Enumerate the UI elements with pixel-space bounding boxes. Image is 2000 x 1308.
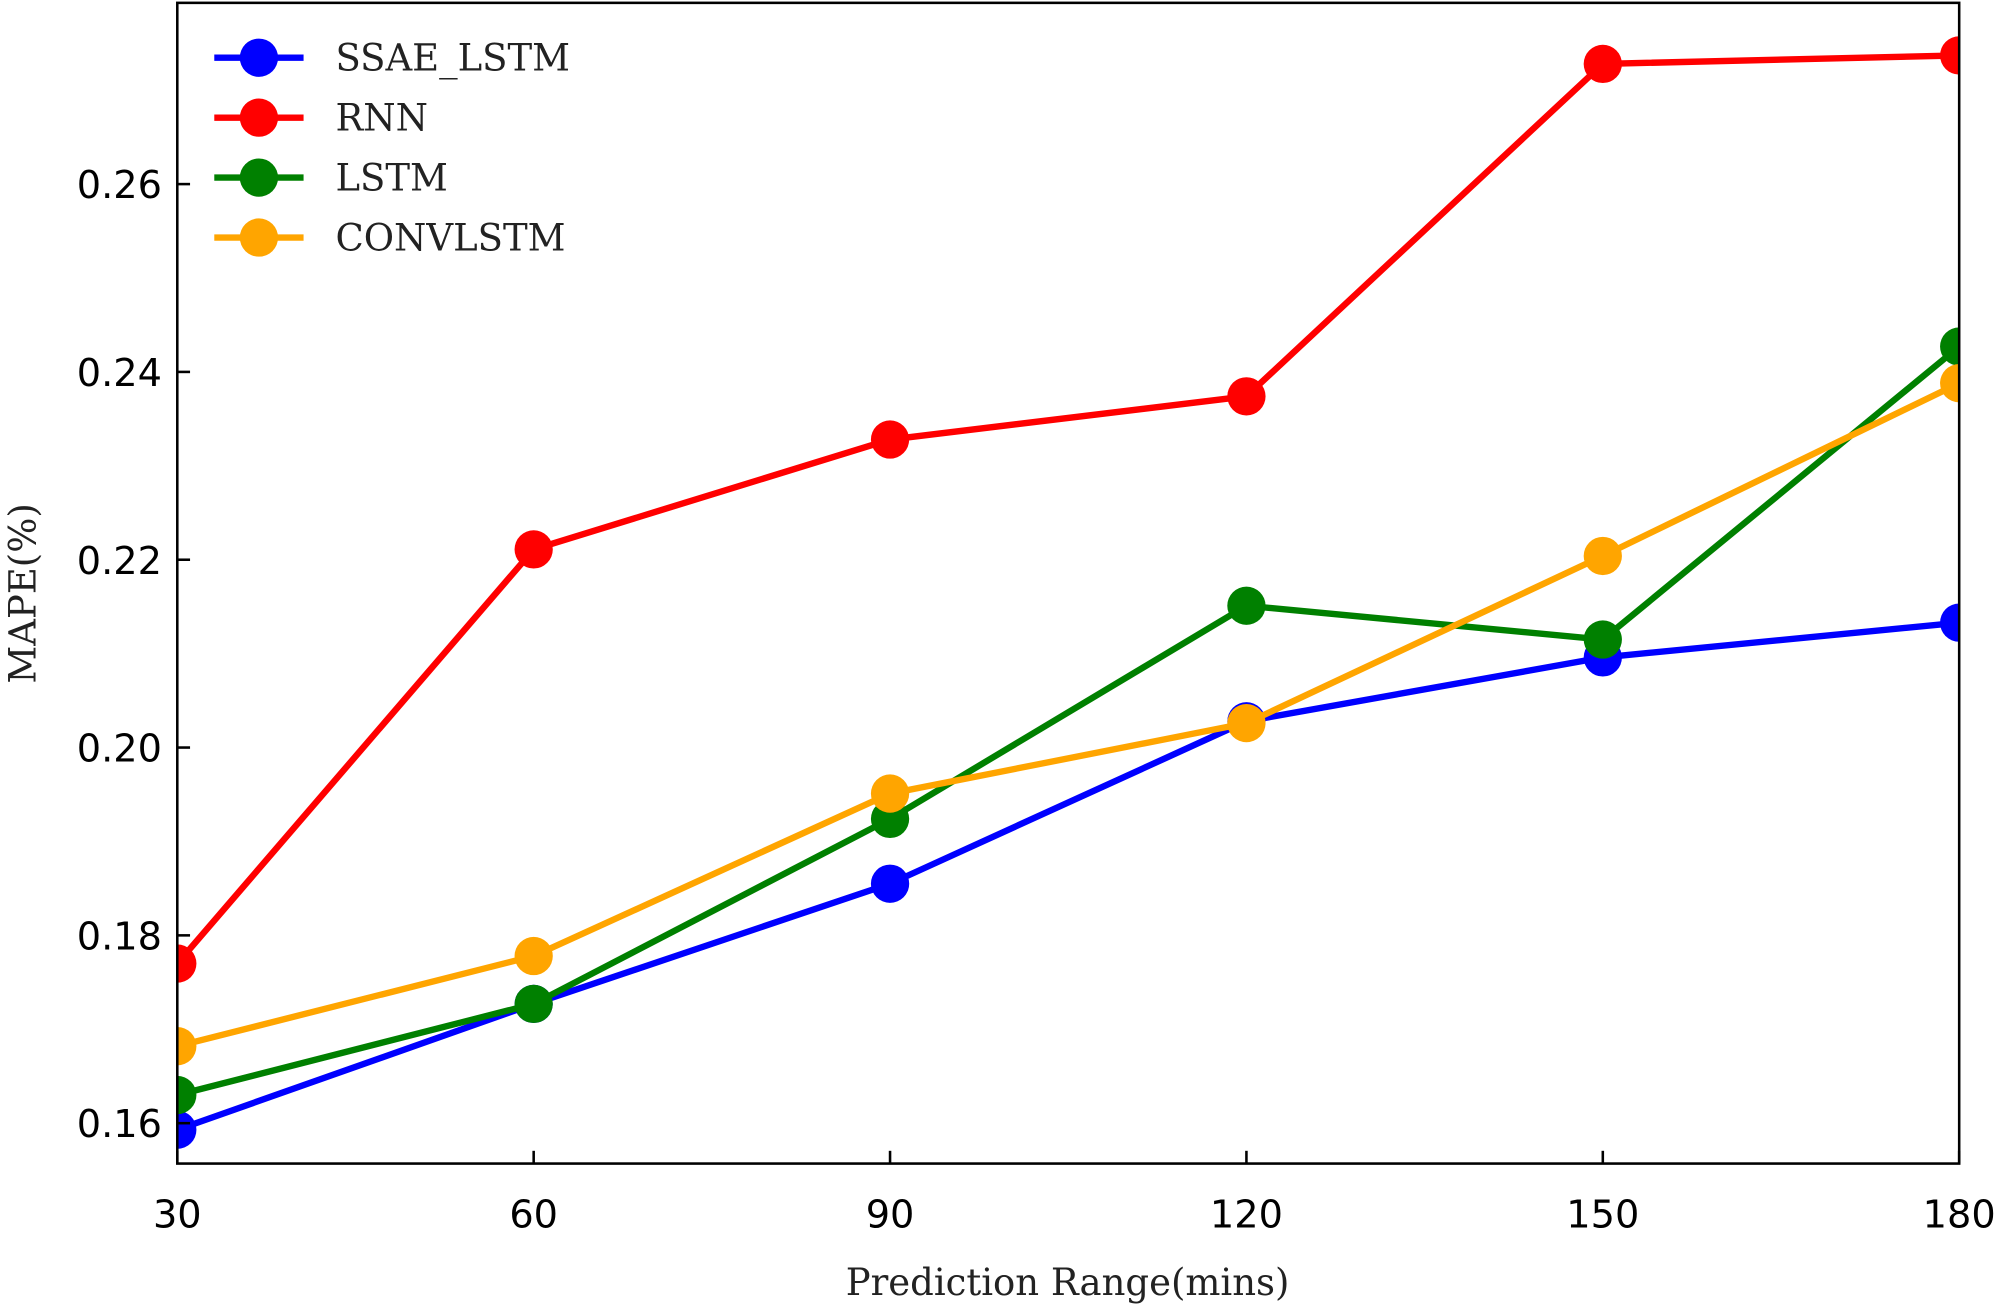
data-point bbox=[514, 936, 553, 976]
data-point bbox=[1940, 36, 1960, 75]
y-tick-label: 0.24 bbox=[77, 351, 162, 396]
data-point bbox=[1583, 44, 1622, 84]
x-tick-label: 120 bbox=[1210, 1192, 1283, 1237]
series-rnn bbox=[177, 36, 1960, 983]
legend-entry: RNN bbox=[214, 96, 428, 139]
data-point bbox=[1227, 586, 1266, 625]
legend-entry: LSTM bbox=[214, 156, 448, 199]
x-tick-label: 30 bbox=[153, 1192, 202, 1237]
data-point bbox=[177, 1027, 197, 1066]
data-point bbox=[870, 864, 910, 903]
data-point bbox=[1940, 327, 1960, 366]
data-point bbox=[177, 1075, 197, 1115]
y-tick-label: 0.26 bbox=[77, 163, 162, 208]
data-point bbox=[870, 774, 910, 813]
data-point bbox=[870, 420, 910, 459]
data-point bbox=[1227, 704, 1266, 743]
series-line bbox=[177, 380, 1960, 1050]
plot-area bbox=[177, 36, 1960, 1149]
legend-entry: SSAE_LSTM bbox=[214, 36, 570, 80]
series-line bbox=[177, 344, 1960, 1099]
legend-marker bbox=[239, 158, 279, 197]
legend: SSAE_LSTM RNN LSTM CONVLSTM bbox=[214, 36, 570, 259]
legend-marker bbox=[239, 38, 279, 77]
data-point bbox=[514, 530, 553, 569]
x-tick-label: 180 bbox=[1923, 1192, 1996, 1237]
y-axis-label: MAPE(%) bbox=[2, 503, 45, 683]
series-convlstm bbox=[177, 364, 1960, 1066]
legend-marker bbox=[239, 218, 279, 257]
y-tick-label: 0.16 bbox=[77, 1102, 162, 1147]
data-point bbox=[177, 944, 197, 983]
legend-label: LSTM bbox=[335, 156, 447, 199]
data-point bbox=[514, 984, 553, 1024]
data-point bbox=[1940, 364, 1960, 403]
data-point bbox=[177, 1110, 197, 1149]
data-point bbox=[1940, 603, 1960, 642]
x-tick-label: 60 bbox=[509, 1192, 558, 1237]
legend-marker bbox=[239, 98, 279, 137]
legend-label: CONVLSTM bbox=[335, 216, 565, 259]
y-tick-label: 0.20 bbox=[77, 727, 162, 772]
x-axis-label: Prediction Range(mins) bbox=[846, 1261, 1290, 1304]
series-line bbox=[177, 52, 1960, 966]
axes-frame bbox=[176, 1, 1961, 1165]
series-ssae_lstm bbox=[177, 603, 1960, 1149]
y-tick-label: 0.18 bbox=[77, 914, 162, 959]
series-line bbox=[177, 619, 1960, 1133]
y-tick-label: 0.22 bbox=[77, 539, 162, 584]
data-point bbox=[1583, 536, 1622, 576]
axis-ticks: 30 60 90 120 150 180 0.16 0.18 0.20 0.22 0.24 0.26 bbox=[77, 163, 1996, 1237]
x-tick-label: 150 bbox=[1566, 1192, 1639, 1237]
legend-label: RNN bbox=[335, 96, 428, 139]
x-tick-label: 90 bbox=[866, 1192, 915, 1237]
legend-entry: CONVLSTM bbox=[214, 216, 565, 259]
data-point bbox=[1583, 620, 1622, 659]
legend-label: SSAE_LSTM bbox=[335, 36, 570, 80]
series-lstm bbox=[177, 327, 1960, 1115]
data-point bbox=[1227, 377, 1266, 416]
